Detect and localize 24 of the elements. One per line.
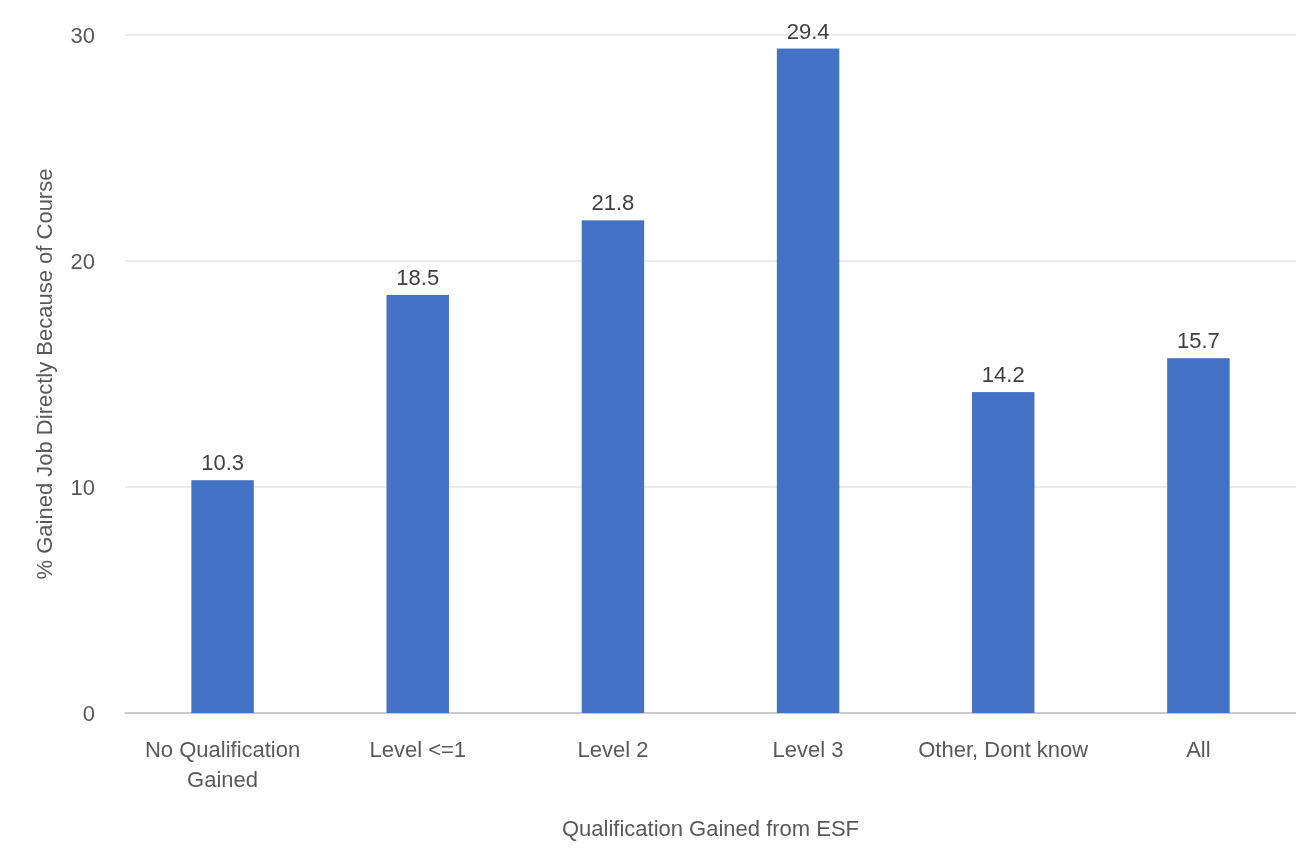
- x-tick-label: Level <=1: [369, 737, 467, 762]
- bar: [386, 294, 449, 713]
- data-label: 14.2: [981, 362, 1025, 388]
- bar: [191, 480, 254, 713]
- data-label: 29.4: [786, 18, 830, 44]
- data-label: 21.8: [591, 190, 635, 216]
- data-label: 10.3: [201, 450, 244, 476]
- x-tick-label: Other, Dont know: [918, 737, 1089, 762]
- y-tick-label: 10: [70, 474, 95, 500]
- bar: [972, 392, 1035, 713]
- x-tick-label: No Qualification Gained: [144, 737, 301, 792]
- x-tick-label: All: [1186, 737, 1211, 762]
- bar: [581, 220, 645, 713]
- x-axis-title: Qualification Gained from ESF: [561, 816, 860, 841]
- y-tick-label: 30: [70, 22, 95, 48]
- x-tick-label: Level 3: [772, 737, 844, 762]
- bar: [1167, 358, 1230, 713]
- x-tick-label: Level 2: [577, 737, 649, 762]
- data-label: 18.5: [396, 264, 440, 290]
- bar: [776, 48, 840, 713]
- y-tick-label: 20: [70, 248, 95, 274]
- y-axis-title: % Gained Job Directly Because of Course: [32, 168, 57, 580]
- data-label: 15.7: [1177, 328, 1220, 354]
- y-tick-label: 0: [82, 700, 95, 726]
